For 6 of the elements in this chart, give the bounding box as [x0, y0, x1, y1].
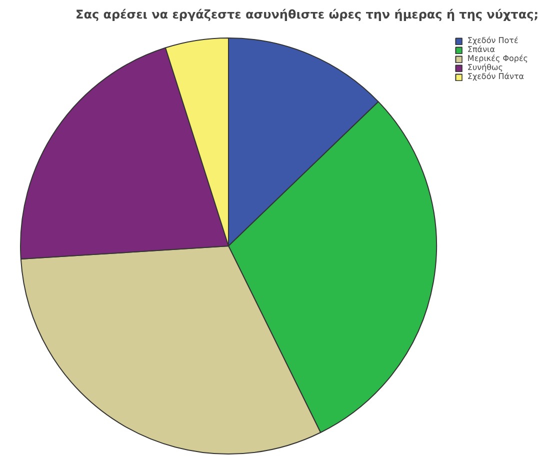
legend-label: Σχεδόν Πάντα	[467, 72, 524, 81]
legend-label: Σχεδόν Ποτέ	[467, 36, 518, 45]
legend-label: Συνήθως	[467, 63, 503, 72]
chart-title: Σας αρέσει να εργάζεστε ασυνήθιστε ώρες την ήμερας ή της νύχτας;	[76, 8, 538, 22]
legend-label: Μερικές Φορές	[467, 54, 528, 63]
legend-label: Σπάνια	[467, 45, 496, 54]
